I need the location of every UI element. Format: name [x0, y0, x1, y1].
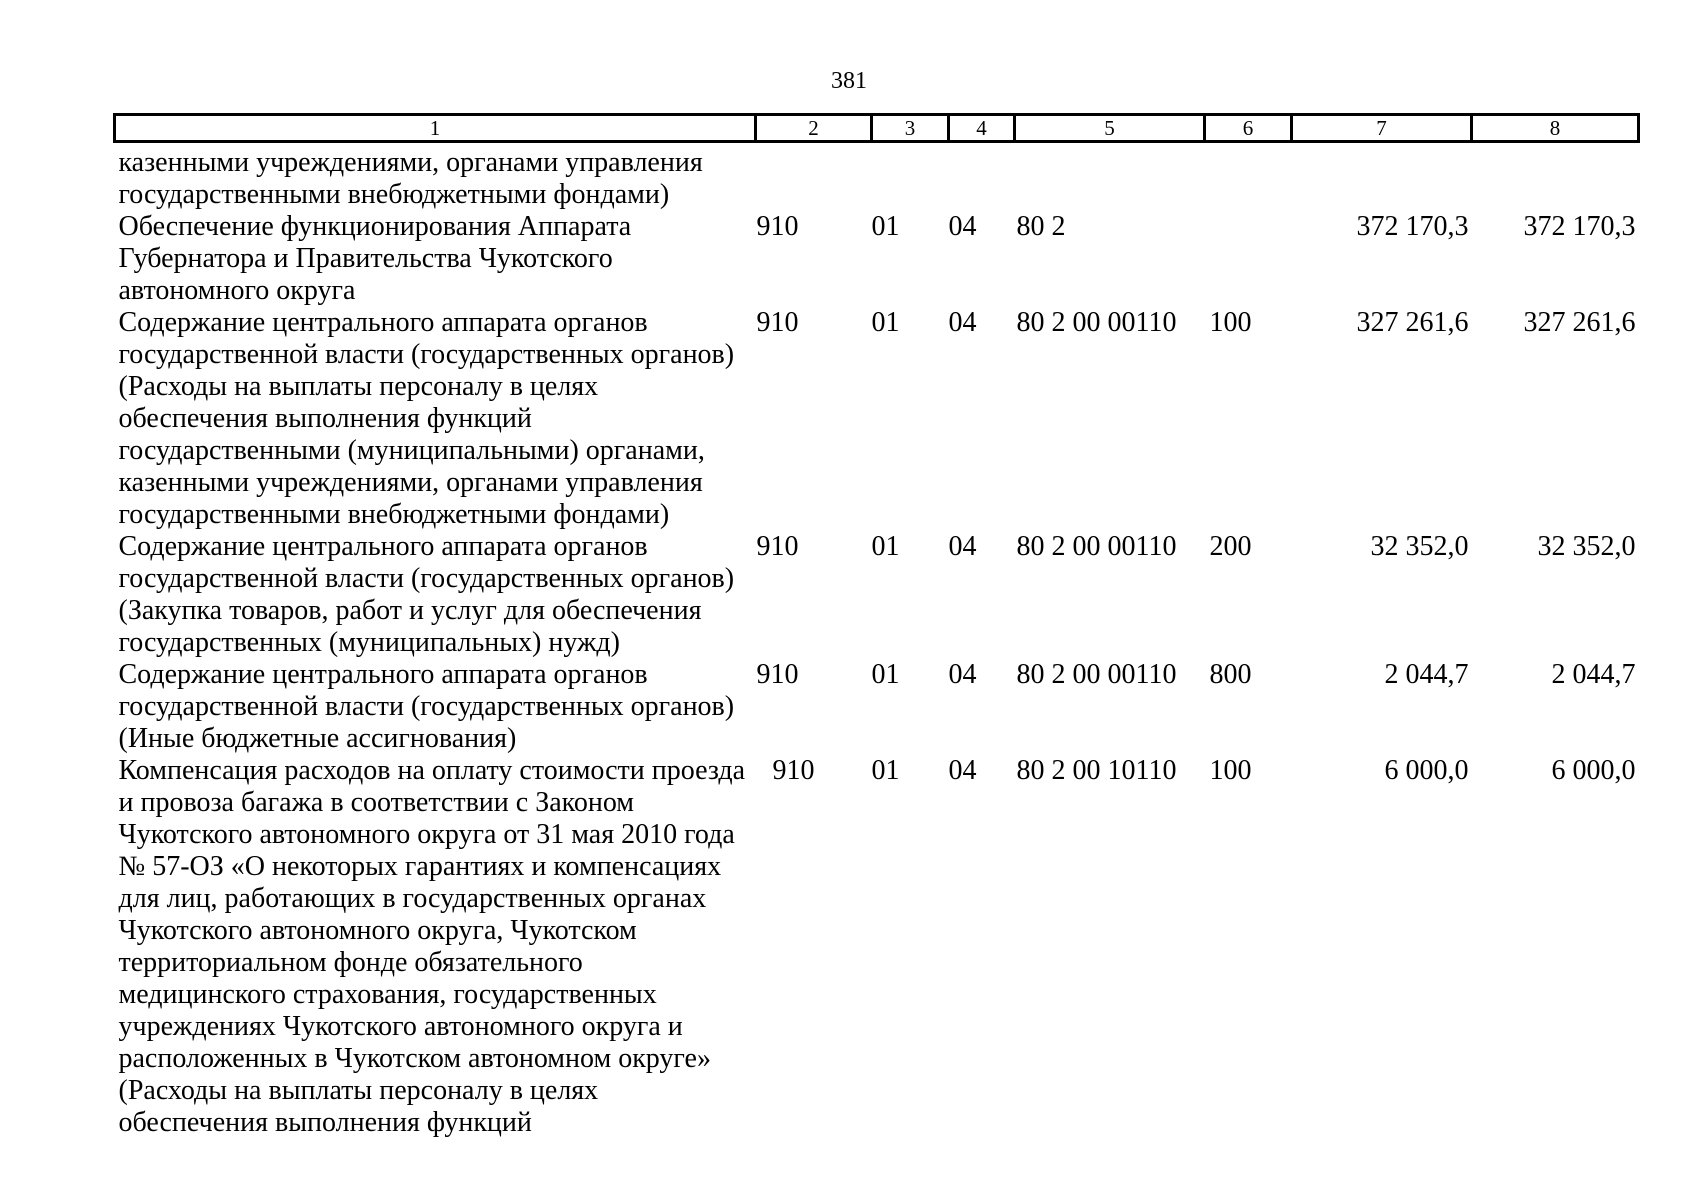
amount-cell-2: 32 352,0	[1537, 531, 1636, 562]
expense-type-cell	[1205, 142, 1292, 212]
section-code-cell	[872, 142, 949, 212]
expense-name-cell: Компенсация расходов на оплату стоимости…	[115, 755, 756, 1139]
expense-name-cell: Обеспечение функционирования Аппарата Гу…	[115, 211, 756, 307]
expense-name-text: Компенсация расходов на оплату стоимости…	[118, 755, 746, 1138]
target-article-cell: 80 2	[1016, 211, 1066, 242]
amount-cell-2	[1472, 142, 1639, 212]
expense-type-cell: 200	[1209, 531, 1252, 562]
table-header-row: 1 2 3 4 5 6 7 8	[113, 113, 1640, 143]
expense-name-text: Содержание центрального аппарата органов…	[118, 531, 735, 658]
section-code-cell: 01	[871, 755, 900, 786]
target-article-cell	[1015, 142, 1205, 212]
expense-type-cell	[1205, 211, 1292, 307]
amount-cell-2: 372 170,3	[1523, 211, 1636, 242]
amount-cell-2: 2 044,7	[1551, 659, 1636, 690]
section-code-cell: 01	[871, 307, 900, 338]
budget-expenditure-table: 1 2 3 4 5 6 7 8 казенными учреждениями, …	[113, 113, 1640, 1139]
amount-cell-1: 327 261,6	[1356, 307, 1469, 338]
subsection-code-cell	[949, 142, 1015, 212]
expense-name-text: казенными учреждениями, органами управле…	[118, 147, 703, 210]
expense-name-text: Содержание центрального аппарата органов…	[118, 659, 735, 754]
subsection-code-cell: 04	[948, 659, 977, 690]
table-row: Содержание центрального аппарата органов…	[115, 531, 1639, 659]
amount-cell-2: 327 261,6	[1523, 307, 1636, 338]
target-article-cell: 80 2 00 10110	[1016, 755, 1177, 786]
expense-name-text: Содержание центрального аппарата органов…	[118, 307, 735, 530]
column-number-header-3: 3	[870, 113, 950, 143]
column-number-header-4: 4	[947, 113, 1016, 143]
expense-name-cell: Содержание центрального аппарата органов…	[115, 531, 756, 659]
table-row: Компенсация расходов на оплату стоимости…	[115, 755, 1639, 1139]
expense-type-cell: 100	[1209, 755, 1252, 786]
table-row: Содержание центрального аппарата органов…	[115, 659, 1639, 755]
amount-cell-1: 6 000,0	[1384, 755, 1469, 786]
grbs-code-cell: 910	[772, 755, 815, 786]
amount-cell-1: 372 170,3	[1356, 211, 1469, 242]
section-code-cell: 01	[871, 659, 900, 690]
column-number-header-7: 7	[1290, 113, 1473, 143]
subsection-code-cell: 04	[948, 211, 977, 242]
subsection-code-cell: 04	[948, 307, 977, 338]
expense-name-cell: казенными учреждениями, органами управле…	[115, 142, 756, 212]
expense-name-cell: Содержание центрального аппарата органов…	[115, 307, 756, 531]
amount-cell-2: 6 000,0	[1551, 755, 1636, 786]
target-article-cell: 80 2 00 00110	[1016, 307, 1177, 338]
table-row: Содержание центрального аппарата органов…	[115, 307, 1639, 531]
target-article-cell: 80 2 00 00110	[1016, 659, 1177, 690]
table-row: казенными учреждениями, органами управле…	[115, 142, 1639, 212]
section-code-cell: 01	[871, 531, 900, 562]
column-number-header-8: 8	[1470, 113, 1640, 143]
column-number-header-6: 6	[1203, 113, 1293, 143]
table-row: Обеспечение функционирования Аппарата Гу…	[115, 211, 1639, 307]
grbs-code-cell: 910	[756, 531, 799, 562]
expense-type-cell: 100	[1209, 307, 1252, 338]
section-code-cell: 01	[871, 211, 900, 242]
amount-cell-1	[1292, 142, 1472, 212]
grbs-code-cell: 910	[756, 307, 799, 338]
grbs-code-cell	[756, 142, 872, 212]
column-number-header-1: 1	[113, 113, 757, 143]
column-number-header-5: 5	[1013, 113, 1206, 143]
grbs-code-cell: 910	[756, 211, 799, 242]
page-number: 381	[831, 68, 867, 94]
amount-cell-1: 32 352,0	[1370, 531, 1469, 562]
subsection-code-cell: 04	[948, 755, 977, 786]
expense-name-text: Обеспечение функционирования Аппарата Гу…	[118, 211, 632, 306]
grbs-code-cell: 910	[756, 659, 799, 690]
expense-type-cell: 800	[1209, 659, 1252, 690]
subsection-code-cell: 04	[948, 531, 977, 562]
expense-name-cell: Содержание центрального аппарата органов…	[115, 659, 756, 755]
column-number-header-2: 2	[754, 113, 873, 143]
amount-cell-1: 2 044,7	[1384, 659, 1469, 690]
target-article-cell: 80 2 00 00110	[1016, 531, 1177, 562]
